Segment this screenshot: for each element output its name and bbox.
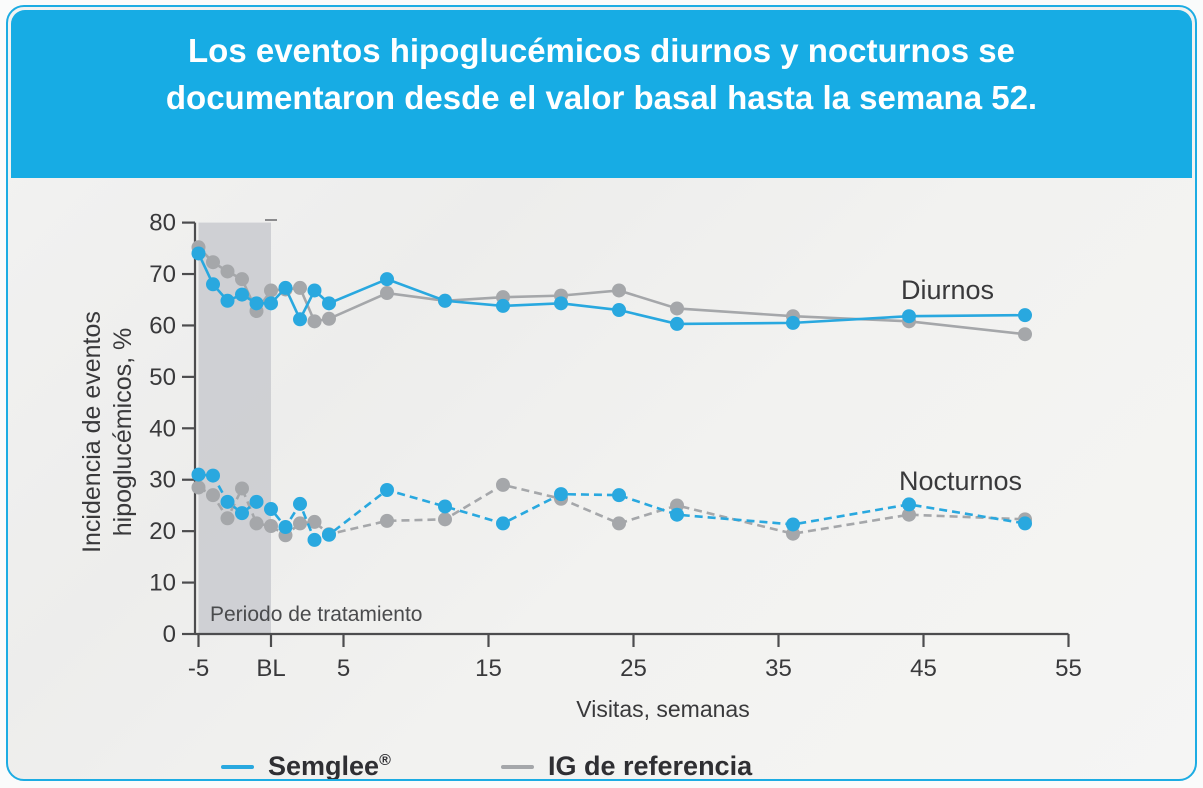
data-point	[206, 488, 220, 503]
data-point	[191, 246, 206, 261]
y-tick-label: 0	[163, 621, 176, 648]
data-point	[612, 488, 626, 503]
data-point	[249, 494, 264, 509]
data-point	[293, 496, 307, 511]
data-point	[264, 519, 278, 534]
data-point	[380, 513, 394, 528]
data-point	[235, 481, 249, 496]
treatment-period-band	[198, 222, 271, 634]
x-tick-label: 15	[475, 655, 502, 682]
data-point	[206, 468, 220, 483]
title-banner: Los eventos hipoglucémicos diurnos y noc…	[11, 10, 1192, 178]
ig-referencia-line-swatch	[501, 764, 534, 769]
data-point	[293, 516, 307, 531]
x-tick-label: -5	[188, 655, 209, 682]
data-point	[293, 312, 307, 327]
data-point	[322, 311, 336, 326]
data-point	[322, 296, 336, 311]
nocturnos-series-label: Nocturnos	[899, 466, 1023, 496]
data-point	[612, 283, 626, 298]
data-point	[496, 516, 510, 531]
data-point	[380, 483, 394, 498]
data-point	[786, 315, 800, 330]
data-point	[902, 507, 916, 522]
semglee-line-swatch	[221, 764, 254, 769]
data-point	[206, 277, 220, 292]
diurnos-series-label: Diurnos	[901, 275, 995, 305]
data-point	[264, 502, 278, 517]
data-point	[670, 507, 684, 522]
x-axis-label: Visitas, semanas	[576, 696, 750, 722]
x-tick-label: 25	[620, 655, 647, 682]
data-point	[278, 520, 293, 535]
data-point	[206, 255, 220, 270]
data-point	[670, 301, 684, 316]
data-point	[554, 487, 568, 502]
data-point	[438, 512, 452, 527]
data-point	[235, 506, 249, 521]
data-point	[1018, 327, 1032, 342]
data-point	[496, 298, 510, 313]
y-tick-label: 70	[149, 261, 176, 288]
data-point	[307, 514, 322, 529]
data-point	[612, 303, 626, 318]
x-tick-label: 5	[337, 655, 350, 682]
data-point	[249, 516, 264, 531]
data-point	[220, 264, 235, 279]
data-point	[554, 296, 568, 311]
treatment-period-label: Periodo de tratamiento	[210, 603, 423, 626]
y-tick-label: 20	[149, 518, 176, 545]
data-point	[438, 499, 452, 514]
y-tick-label: 80	[149, 210, 176, 237]
data-point	[220, 511, 235, 526]
data-point	[670, 316, 684, 331]
x-tick-label: 55	[1055, 655, 1082, 682]
data-point	[307, 532, 322, 547]
data-point	[235, 287, 249, 302]
y-tick-label: 60	[149, 312, 176, 339]
x-tick-label: BL	[256, 655, 285, 682]
legend-item-ig-referencia: IG de referencia	[501, 751, 753, 781]
data-point	[380, 286, 394, 301]
x-tick-label: 45	[910, 655, 937, 682]
data-point	[220, 494, 235, 509]
data-point	[902, 309, 916, 324]
legend-label-semglee: Semglee®	[268, 751, 391, 781]
data-point	[191, 467, 206, 482]
slide-card: Los eventos hipoglucémicos diurnos y noc…	[6, 5, 1197, 781]
data-point	[278, 280, 293, 295]
data-point	[249, 296, 264, 311]
data-point	[612, 516, 626, 531]
data-point	[496, 477, 510, 492]
legend-item-semglee: Semglee®	[221, 751, 391, 781]
data-point	[307, 314, 322, 329]
data-point	[293, 280, 307, 295]
x-tick-label: 35	[765, 655, 792, 682]
data-point	[1018, 516, 1032, 531]
data-point	[191, 480, 206, 495]
y-tick-label: 40	[149, 415, 176, 442]
chart-legend: Semglee® IG de referencia	[8, 751, 1195, 781]
data-point	[786, 517, 800, 532]
slide-title: Los eventos hipoglucémicos diurnos y noc…	[165, 32, 1038, 116]
data-point	[380, 272, 394, 287]
data-point	[235, 272, 249, 287]
y-tick-label: 30	[149, 467, 176, 494]
data-point	[264, 283, 278, 298]
data-point	[1018, 308, 1032, 323]
data-point	[438, 293, 452, 308]
hypoglycemia-line-chart: 0 10 20 30 40 50 60 70 80 -5 BL 5 15 25 35 45 55	[149, 210, 1082, 682]
data-point	[322, 527, 336, 542]
data-point	[307, 283, 322, 298]
data-point	[902, 497, 916, 512]
y-tick-label: 10	[149, 570, 176, 597]
y-tick-label: 50	[149, 364, 176, 391]
legend-label-ig-referencia: IG de referencia	[548, 751, 753, 781]
data-point	[220, 293, 235, 308]
data-point	[264, 296, 278, 311]
y-axis-label: Incidencia de eventos hipoglucémicos, %	[78, 311, 137, 553]
